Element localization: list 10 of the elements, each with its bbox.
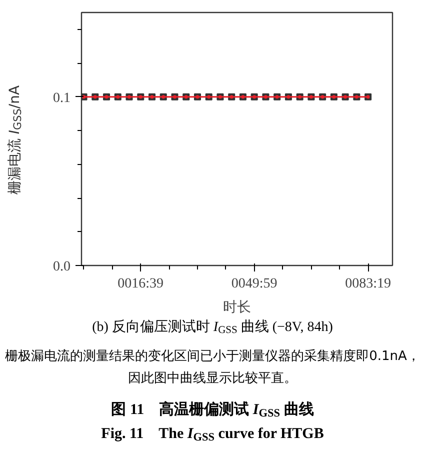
text: 栅极漏电流的测量结果的变化区间已小于测量仪器的采集精度即0.1nA，因此图中曲线显示比较平直。 [4,348,421,388]
x-tick-label: 0083:19 [345,276,391,292]
x-axis-title: 时长 [223,300,251,316]
text: (b) 反向偏压测试时 I$_{GSS}$ 曲线 (−8V, 84h) [92,318,333,338]
x-tick-label: 0049:59 [231,276,278,292]
caption: 图 11 高温栅偏测试 I$_{GSS}$ 曲线 [111,400,314,422]
caption: Fig. 11 The I$_{GSS}$ curve for HTGB [101,424,324,445]
y-tick-label: 0.1 [53,90,70,106]
x-tick-label: 0016:39 [118,276,164,292]
y-tick-label: 0.0 [53,260,70,274]
